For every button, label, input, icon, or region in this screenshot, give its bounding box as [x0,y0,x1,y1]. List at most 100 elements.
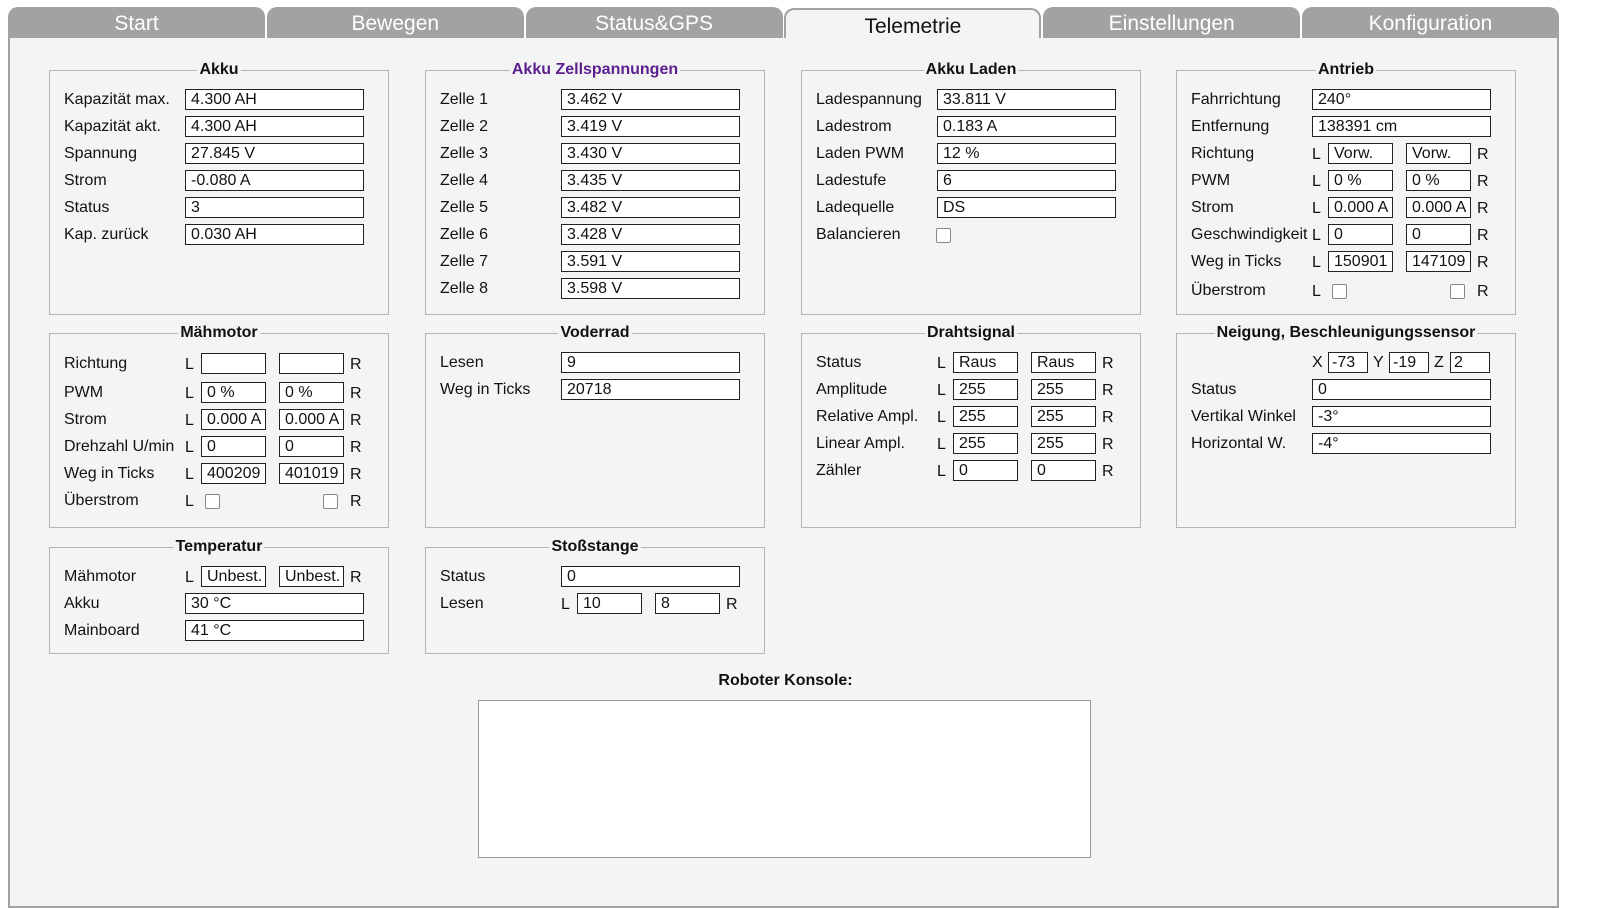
tab-einstellungen[interactable]: Einstellungen [1043,7,1301,39]
value-field[interactable]: 12 % [937,143,1116,164]
value-field[interactable]: 41 °C [185,620,364,641]
left-value-field[interactable]: Raus [953,352,1018,373]
value-field[interactable]: 6 [937,170,1116,191]
y-value-field[interactable]: -19 [1389,352,1429,373]
right-value-field[interactable]: Unbest. [279,566,344,587]
tab-telemetrie[interactable]: Telemetrie [784,8,1042,41]
value-field[interactable]: -3° [1312,406,1491,427]
right-checkbox[interactable] [1450,284,1465,299]
x-label: X [1312,354,1323,371]
row-label: Strom [64,411,107,428]
value-field[interactable]: 9 [561,352,740,373]
left-value-field[interactable]: 0.000 A [1328,197,1393,218]
row-status: Status 0 [1177,379,1515,403]
right-label: R [1102,355,1114,372]
right-label: R [1477,254,1489,271]
right-value-field[interactable]: 147109 [1406,251,1471,272]
value-field[interactable]: 3.598 V [561,278,740,299]
right-value-field[interactable]: 0 % [279,382,344,403]
tab-bewegen[interactable]: Bewegen [266,7,524,39]
value-field[interactable]: 0.183 A [937,116,1116,137]
value-field[interactable]: 4.300 AH [185,89,364,110]
value-field[interactable]: 3.591 V [561,251,740,272]
left-value-field[interactable]: Vorw. [1328,143,1393,164]
value-field[interactable]: 3 [185,197,364,218]
row-label: Zelle 4 [440,172,489,189]
right-value-field[interactable]: 255 [1031,379,1096,400]
left-value-field[interactable]: 0 [201,436,266,457]
row-lesen: Lesen 9 [426,352,764,376]
left-value-field[interactable]: Unbest. [201,566,266,587]
left-label: L [937,355,946,372]
row-label: Laden PWM [816,145,905,162]
value-field[interactable]: 3.428 V [561,224,740,245]
panel-voderrad: Voderrad Lesen 9 Weg in Ticks 20718 [425,324,765,528]
value-field[interactable]: 0.030 AH [185,224,364,245]
tab-start[interactable]: Start [8,7,265,39]
z-value-field[interactable]: 2 [1450,352,1490,373]
left-checkbox[interactable] [1332,284,1347,299]
value-field[interactable]: 3.419 V [561,116,740,137]
row-relative-ampl: Relative Ampl. L 255 255 R [802,406,1140,430]
left-value-field[interactable]: 255 [953,406,1018,427]
right-value-field[interactable]: 255 [1031,406,1096,427]
value-field[interactable]: -0.080 A [185,170,364,191]
right-checkbox[interactable] [323,494,338,509]
right-value-field[interactable]: Vorw. [1406,143,1471,164]
left-value-field[interactable]: 0 [1328,224,1393,245]
row-horizontal-w: Horizontal W. -4° [1177,433,1515,457]
value-field[interactable]: 0 [561,566,740,587]
right-value-field[interactable]: 0.000 A [1406,197,1471,218]
value-field[interactable]: 3.435 V [561,170,740,191]
right-value-field[interactable]: 8 [655,593,720,614]
value-field[interactable]: 138391 cm [1312,116,1491,137]
value-field[interactable]: 3.482 V [561,197,740,218]
row-status: Status 0 [426,566,764,590]
right-value-field[interactable]: 0 [279,436,344,457]
right-value-field[interactable]: 0 % [1406,170,1471,191]
x-value-field[interactable]: -73 [1328,352,1368,373]
checkbox[interactable] [936,228,951,243]
panel-maehmotor: Mähmotor Richtung L R PWM L 0 % 0 % R Strom L 0.000… [49,324,389,528]
panel-stossstange: Stoßstange Status 0 Lesen L 10 8 R [425,538,765,654]
row-label: Entfernung [1191,118,1270,135]
value-field[interactable]: 33.811 V [937,89,1116,110]
right-value-field[interactable]: 0 [1406,224,1471,245]
value-field[interactable]: 30 °C [185,593,364,614]
left-value-field[interactable]: 400209 [201,463,266,484]
left-value-field[interactable]: 255 [953,379,1018,400]
left-value-field[interactable]: 0 [953,460,1018,481]
left-value-field[interactable]: 0.000 A [201,409,266,430]
value-field[interactable]: 0 [1312,379,1491,400]
value-field[interactable]: 27.845 V [185,143,364,164]
row-label: Vertikal Winkel [1191,408,1296,425]
right-value-field[interactable] [279,353,344,374]
value-field[interactable]: 4.300 AH [185,116,364,137]
panel-title-text: Stoßstange [549,538,641,555]
value-field[interactable]: 20718 [561,379,740,400]
left-value-field[interactable]: 0 % [201,382,266,403]
robot-console[interactable] [478,700,1091,858]
right-value-field[interactable]: 0 [1031,460,1096,481]
row-zelle-4: Zelle 4 3.435 V [426,170,764,194]
left-value-field[interactable]: 255 [953,433,1018,454]
z-label: Z [1434,354,1444,371]
right-value-field[interactable]: Raus [1031,352,1096,373]
value-field[interactable]: DS [937,197,1116,218]
row-label: Weg in Ticks [1191,253,1282,270]
tab-status-gps[interactable]: Status&GPS [525,7,783,39]
tab-konfiguration[interactable]: Konfiguration [1302,7,1559,39]
right-value-field[interactable]: 401019 [279,463,344,484]
left-value-field[interactable]: 10 [577,593,642,614]
right-value-field[interactable]: 255 [1031,433,1096,454]
right-value-field[interactable]: 0.000 A [279,409,344,430]
left-checkbox[interactable] [205,494,220,509]
value-field[interactable]: -4° [1312,433,1491,454]
row-label: Zelle 1 [440,91,489,108]
left-value-field[interactable]: 150901 [1328,251,1393,272]
left-value-field[interactable]: 0 % [1328,170,1393,191]
value-field[interactable]: 240° [1312,89,1491,110]
left-value-field[interactable] [201,353,266,374]
value-field[interactable]: 3.430 V [561,143,740,164]
value-field[interactable]: 3.462 V [561,89,740,110]
